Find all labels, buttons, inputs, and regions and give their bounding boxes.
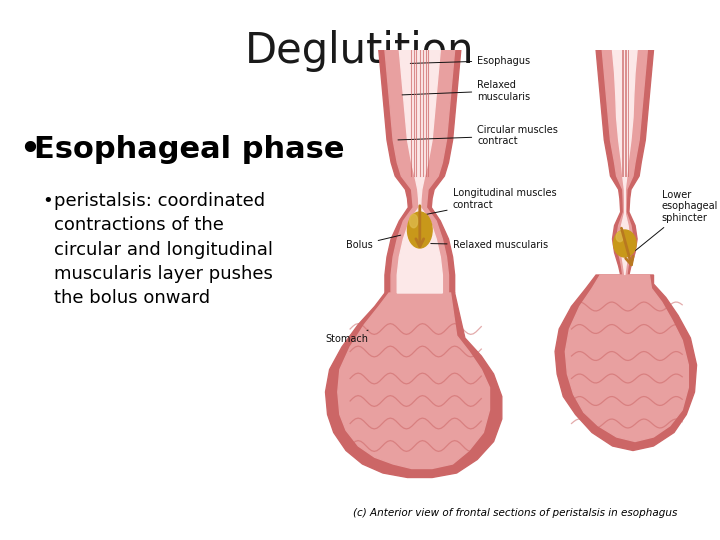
Polygon shape: [565, 275, 688, 442]
Ellipse shape: [408, 212, 432, 248]
Polygon shape: [613, 50, 637, 275]
Polygon shape: [385, 50, 454, 293]
Text: (c) Anterior view of frontal sections of peristalsis in esophagus: (c) Anterior view of frontal sections of…: [353, 508, 678, 518]
Text: •: •: [18, 131, 41, 169]
Text: Longitudinal muscles
contract: Longitudinal muscles contract: [418, 188, 557, 216]
Text: Relaxed
muscularis: Relaxed muscularis: [402, 80, 531, 102]
Text: Deglutition: Deglutition: [246, 30, 474, 72]
Text: Esophageal phase: Esophageal phase: [34, 136, 344, 165]
Polygon shape: [596, 50, 654, 275]
Text: peristalsis: coordinated
contractions of the
circular and longitudinal
musculari: peristalsis: coordinated contractions of…: [54, 192, 273, 307]
Text: Relaxed muscularis: Relaxed muscularis: [431, 240, 548, 250]
Text: Bolus: Bolus: [346, 235, 401, 250]
Polygon shape: [338, 293, 490, 469]
Polygon shape: [555, 275, 696, 450]
Polygon shape: [325, 293, 502, 477]
Text: Stomach: Stomach: [325, 330, 369, 345]
Ellipse shape: [613, 230, 636, 257]
Text: Circular muscles
contract: Circular muscles contract: [398, 125, 558, 146]
Text: •: •: [42, 192, 53, 210]
Text: Lower
esophageal
sphincter: Lower esophageal sphincter: [635, 190, 718, 251]
Polygon shape: [379, 50, 461, 293]
Text: Esophagus: Esophagus: [410, 56, 531, 65]
Ellipse shape: [410, 214, 418, 228]
Polygon shape: [397, 50, 442, 293]
Polygon shape: [602, 50, 647, 275]
Ellipse shape: [616, 232, 624, 242]
